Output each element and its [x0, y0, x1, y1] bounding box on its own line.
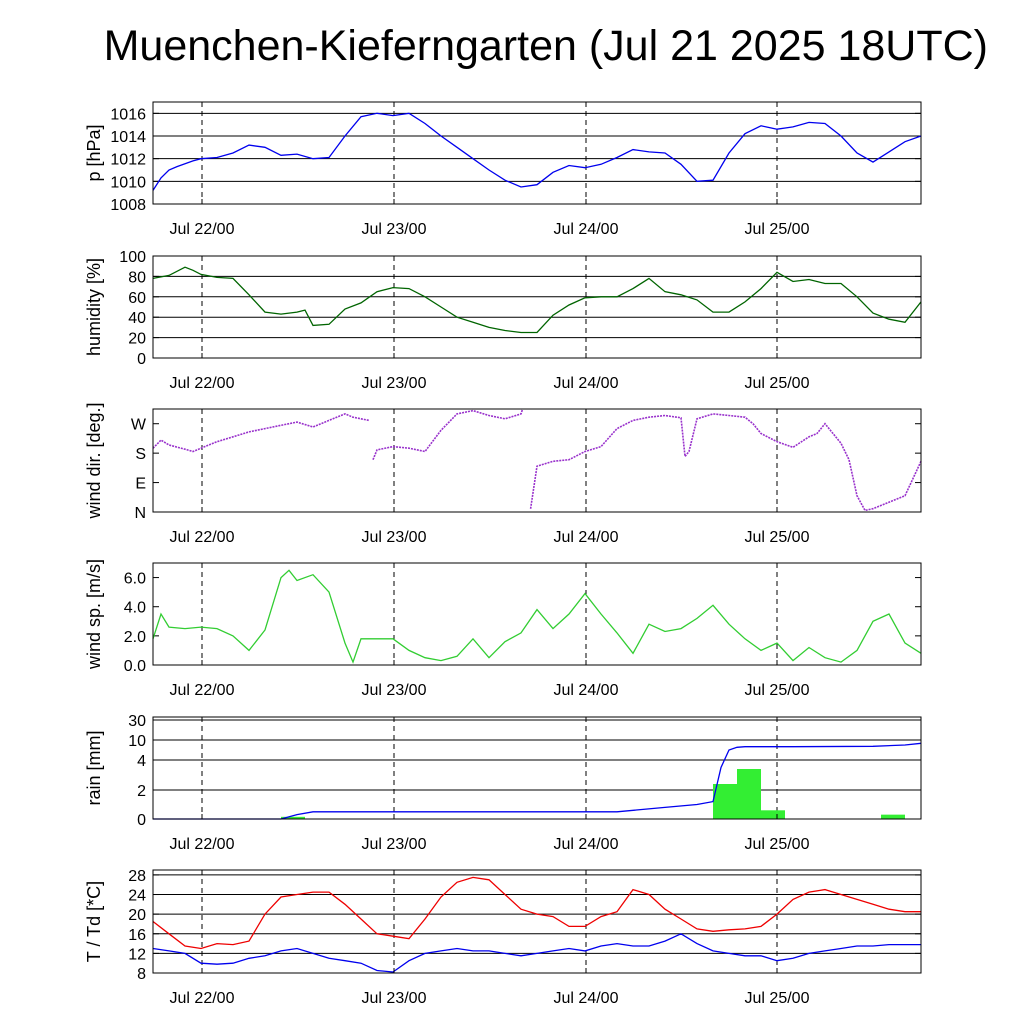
- x-tick-label: Jul 22/00: [170, 682, 235, 699]
- y-tick-label: 80: [128, 269, 146, 286]
- rain-bar: [881, 814, 905, 819]
- x-tick-label: Jul 24/00: [554, 375, 619, 392]
- y-tick-label: 40: [128, 310, 146, 327]
- y-axis-label: T / Td [*C]: [84, 881, 104, 962]
- y-tick-label: 1010: [110, 174, 146, 191]
- plot-frame: [152, 255, 922, 359]
- y-axis-label: rain [mm]: [84, 730, 104, 805]
- y-axis-label: wind sp. [m/s]: [84, 559, 104, 670]
- rain-bar: [281, 816, 305, 819]
- series-line: [529, 413, 922, 512]
- x-tick-label: Jul 23/00: [362, 529, 427, 546]
- plot-frame: [152, 101, 922, 205]
- series-line: [152, 413, 370, 453]
- y-tick-label: 60: [128, 290, 146, 307]
- y-tick-label: 30: [128, 713, 146, 730]
- y-tick-label: 10: [128, 733, 146, 750]
- y-tick-label: 1012: [110, 152, 146, 169]
- x-tick-label: Jul 22/00: [170, 990, 235, 1007]
- y-tick-label: E: [135, 476, 146, 493]
- y-axis-label: wind dir. [deg.]: [84, 402, 104, 519]
- x-tick-label: Jul 23/00: [362, 682, 427, 699]
- plot-frame: [152, 869, 922, 974]
- y-tick-label: N: [134, 505, 146, 522]
- plot-frame: [152, 408, 922, 513]
- y-tick-label: 2.0: [124, 629, 146, 646]
- y-tick-label: 12: [128, 946, 146, 963]
- y-tick-label: 24: [128, 888, 146, 905]
- panel-rain: 0 2 4 10 30 Jul 22/00 Jul 23/00 Jul 24/00 Jul 25…: [84, 713, 922, 853]
- y-tick-label: 20: [128, 907, 146, 924]
- y-tick-label: 0.0: [124, 658, 146, 675]
- x-tick-label: Jul 25/00: [745, 529, 810, 546]
- y-tick-label: 100: [119, 249, 146, 266]
- y-tick-label: 4.0: [124, 600, 146, 617]
- y-tick-label: 2: [137, 783, 146, 800]
- x-tick-label: Jul 24/00: [554, 682, 619, 699]
- page-title: Muenchen-Kieferngarten (Jul 21 2025 18UT…: [103, 22, 988, 70]
- x-tick-label: Jul 23/00: [362, 221, 427, 238]
- plot-frame: [152, 716, 922, 820]
- series-line: [153, 742, 922, 820]
- y-tick-label: 1016: [110, 106, 146, 123]
- x-tick-label: Jul 23/00: [362, 375, 427, 392]
- series-line: [152, 876, 921, 950]
- rain-bar: [761, 810, 785, 819]
- y-tick-label: 6.0: [124, 571, 146, 588]
- x-tick-label: Jul 22/00: [170, 221, 235, 238]
- x-tick-label: Jul 24/00: [554, 836, 619, 853]
- y-tick-label: 1014: [110, 129, 146, 146]
- x-tick-label: Jul 25/00: [745, 375, 810, 392]
- y-tick-label: 1008: [110, 197, 146, 214]
- y-tick-label: 0: [137, 812, 146, 829]
- y-axis-label: p [hPa]: [84, 124, 104, 181]
- x-tick-label: Jul 24/00: [554, 990, 619, 1007]
- y-tick-label: 28: [128, 868, 146, 885]
- x-tick-label: Jul 25/00: [745, 836, 810, 853]
- series-line: [152, 933, 921, 973]
- x-tick-label: Jul 24/00: [554, 221, 619, 238]
- y-tick-label: 16: [128, 927, 146, 944]
- x-tick-label: Jul 22/00: [170, 529, 235, 546]
- y-axis-label: humidity [%]: [84, 258, 104, 356]
- series-line: [152, 569, 922, 664]
- y-tick-label: 0: [137, 351, 146, 368]
- panel-wind_speed: 0.0 2.0 4.0 6.0 Jul 22/00 Jul 23/00 Jul 24/00 J…: [84, 559, 922, 699]
- x-tick-label: Jul 23/00: [362, 836, 427, 853]
- y-tick-label: 4: [137, 753, 146, 770]
- series-line: [152, 112, 922, 191]
- plot-frame: [152, 562, 922, 666]
- x-tick-label: Jul 25/00: [745, 682, 810, 699]
- rain-bar: [713, 784, 737, 819]
- x-tick-label: Jul 22/00: [170, 836, 235, 853]
- panel-temperature: 8 12 16 20 24 28 Jul 22/00 Jul 23/00 Jul 24/00 Ju…: [84, 868, 922, 1007]
- y-tick-label: W: [131, 417, 147, 434]
- series-line: [372, 408, 524, 461]
- panel-humidity: 0 20 40 60 80 100 Jul 22/00 Jul 23/00 Jul 24/00 J…: [84, 249, 922, 392]
- rain-bar: [737, 769, 761, 819]
- x-tick-label: Jul 25/00: [745, 221, 810, 238]
- y-tick-label: S: [135, 446, 146, 463]
- x-tick-label: Jul 22/00: [170, 375, 235, 392]
- panel-pressure: 1008 1010 1012 1014 1016 Jul 22/00 Jul 23/00 Ju…: [84, 101, 922, 238]
- x-tick-label: Jul 24/00: [554, 529, 619, 546]
- y-tick-label: 20: [128, 331, 146, 348]
- x-tick-label: Jul 23/00: [362, 990, 427, 1007]
- x-tick-label: Jul 25/00: [745, 990, 810, 1007]
- series-line: [152, 266, 922, 334]
- y-tick-label: 8: [137, 966, 146, 983]
